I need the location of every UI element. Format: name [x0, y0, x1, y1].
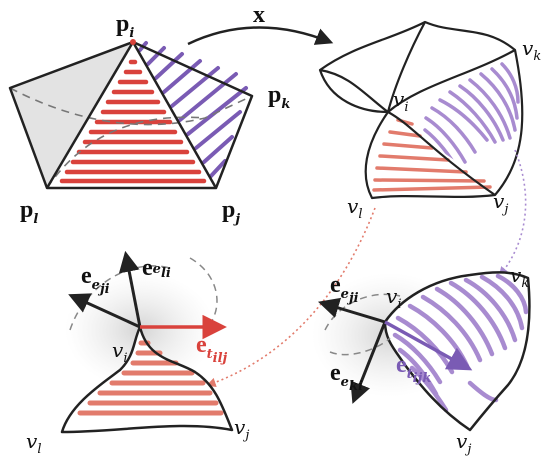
label-e-eji: eeji: [81, 263, 110, 297]
label-e-tijk: etijk: [396, 352, 431, 386]
vertex-dot-i: [130, 39, 136, 45]
label-e-eji-2: eeji: [330, 272, 359, 306]
label-v-j: vj: [493, 189, 508, 217]
label-v-i: vi: [393, 87, 408, 115]
curved-mesh: [318, 20, 524, 200]
detail-ijk: [312, 271, 531, 432]
spoke-1: [386, 21, 426, 113]
label-e-eki: eeki: [330, 360, 363, 394]
arrow-e-eki: [350, 321, 387, 404]
spoke-2: [387, 49, 516, 113]
label-v-l-detail: vl: [26, 429, 41, 457]
arrow-e-eji-2: [317, 297, 386, 324]
label-p-l: pl: [20, 197, 38, 227]
triangle-ijk: [133, 42, 252, 188]
label-v-j-detail2: vj: [456, 429, 471, 457]
label-v-l: vl: [347, 194, 362, 222]
connector-ilj: [206, 207, 376, 388]
pentagon-outline: [8, 40, 254, 190]
dashed-edges: [9, 87, 253, 189]
label-v-i-detail1: vi: [112, 338, 127, 366]
hatch-ijk: [138, 41, 248, 178]
label-v-k: vk: [522, 36, 541, 64]
arrow-e-tijk: [384, 320, 473, 371]
arrow-e-eli: [118, 250, 142, 328]
label-e-tilj: etilj: [196, 332, 228, 366]
face-ijk: [390, 58, 520, 182]
hatch-ilj: [59, 59, 207, 184]
label-x: x: [253, 2, 265, 28]
arrow-e-eji: [68, 293, 141, 329]
face-ilj: [369, 110, 495, 195]
label-e-eli: eeli: [142, 255, 171, 281]
label-v-j-detail1: vj: [234, 415, 249, 443]
label-v-i-detail2: vi: [386, 284, 401, 312]
connector-ijk: [498, 149, 527, 277]
hatch-curved-ijk: [423, 62, 520, 172]
hatch-detail-ijk: [392, 273, 529, 413]
label-p-j: pj: [222, 197, 240, 227]
label-p-i: pi: [116, 11, 134, 41]
hatch-detail-ilj: [77, 340, 224, 416]
outer-boundary: [318, 20, 524, 200]
flat-mesh: [8, 39, 254, 190]
detail-ilj: [60, 250, 234, 434]
spoke-3: [387, 111, 496, 196]
label-p-k: pk: [268, 82, 290, 112]
face-ilj-detail: [62, 327, 232, 432]
spoke-4: [319, 68, 389, 113]
label-v-k-detail: vk: [510, 263, 529, 291]
map-arrow: [187, 26, 334, 46]
